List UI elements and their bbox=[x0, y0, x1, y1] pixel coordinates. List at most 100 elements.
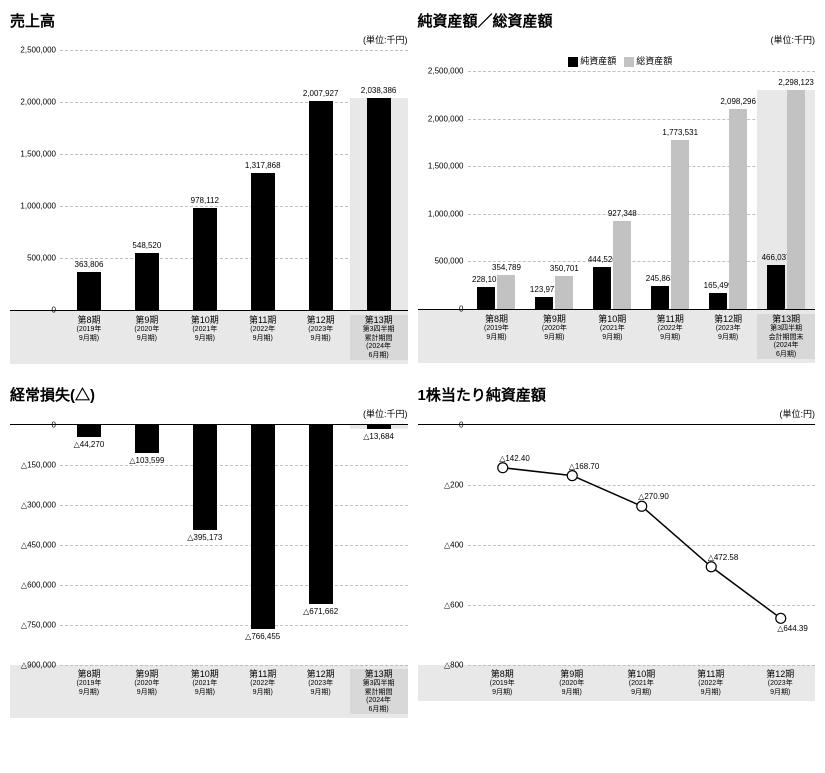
bar: △395,173 bbox=[193, 425, 217, 530]
ytick: △750,000 bbox=[8, 620, 56, 629]
ytick: 0 bbox=[8, 306, 56, 315]
chart-loss: 0△150,000△300,000△450,000△600,000△750,00… bbox=[10, 424, 408, 665]
xaxis-slot: 第9期(2020年9月期) bbox=[118, 669, 176, 714]
ytick: 1,000,000 bbox=[416, 209, 464, 218]
bar-value-label: 978,112 bbox=[191, 196, 219, 205]
xaxis-slot: 第8期(2019年9月期) bbox=[60, 315, 118, 360]
bar-value-label: △671,662 bbox=[303, 607, 338, 616]
unit-sales: (単位:千円) bbox=[10, 33, 408, 46]
line-marker bbox=[706, 562, 716, 572]
xaxis-slot: 第9期(2020年9月期) bbox=[537, 669, 607, 697]
ytick: 0 bbox=[416, 305, 464, 314]
xaxis-slot: 第11期(2022年9月期) bbox=[234, 669, 292, 714]
line-marker bbox=[567, 471, 577, 481]
unit-loss: (単位:千円) bbox=[10, 407, 408, 420]
ytick: 0 bbox=[416, 420, 464, 429]
xaxis-pershare: 第8期(2019年9月期)第9期(2020年9月期)第10期(2021年9月期)… bbox=[418, 665, 816, 701]
ytick: 2,500,000 bbox=[416, 67, 464, 76]
xaxis-slot: 第8期(2019年9月期) bbox=[60, 669, 118, 714]
ytick: △450,000 bbox=[8, 540, 56, 549]
bar-slot: △13,684 bbox=[350, 425, 408, 429]
xaxis-sales: 第8期(2019年9月期)第9期(2020年9月期)第10期(2021年9月期)… bbox=[10, 311, 408, 364]
ytick: 1,500,000 bbox=[8, 150, 56, 159]
bar-slot: △671,662 bbox=[292, 425, 350, 604]
bar-slot: △103,599 bbox=[118, 425, 176, 453]
line-marker bbox=[775, 613, 785, 623]
bar-value-label: 350,701 bbox=[550, 264, 579, 273]
bar: △13,684 bbox=[367, 425, 391, 429]
bar-slot: 2,007,927 bbox=[292, 101, 350, 310]
bar-net-assets: 466,037 bbox=[767, 265, 785, 309]
xaxis-loss: 第8期(2019年9月期)第9期(2020年9月期)第10期(2021年9月期)… bbox=[10, 665, 408, 718]
xaxis-slot: 第13期第3四半期累計期間(2024年6月期) bbox=[350, 669, 408, 714]
bar: 363,806 bbox=[77, 272, 101, 310]
bar-slot: 978,112 bbox=[176, 208, 234, 310]
ytick: 1,000,000 bbox=[8, 202, 56, 211]
title-assets: 純資産額／総資産額 bbox=[418, 10, 816, 31]
bar-net-assets: 228,102 bbox=[477, 287, 495, 309]
bar-slot: 2,038,386 bbox=[350, 98, 408, 310]
xaxis-slot: 第12期(2023年9月期) bbox=[699, 314, 757, 359]
bar-slot: 1,317,868 bbox=[234, 173, 292, 310]
bar-slot: 165,4992,098,296 bbox=[699, 109, 757, 309]
bar-value-label: △395,173 bbox=[187, 533, 222, 542]
point-value-label: △168.70 bbox=[569, 462, 600, 471]
point-value-label: △142.40 bbox=[499, 454, 530, 463]
xaxis-slot: 第10期(2021年9月期) bbox=[607, 669, 677, 697]
panel-sales: 売上高 (単位:千円) 0500,0001,000,0001,500,0002,… bbox=[10, 10, 408, 364]
xaxis-slot: 第11期(2022年9月期) bbox=[234, 315, 292, 360]
bar-slot: 245,8631,773,531 bbox=[641, 140, 699, 309]
xaxis-slot: 第9期(2020年9月期) bbox=[525, 314, 583, 359]
bar-value-label: △13,684 bbox=[363, 432, 394, 441]
title-loss: 経常損失(△) bbox=[10, 384, 408, 405]
bar-slot: 466,0372,298,123 bbox=[757, 90, 815, 309]
bar-slot: △766,455 bbox=[234, 425, 292, 629]
ytick: 0 bbox=[8, 420, 56, 429]
chart-sales: 0500,0001,000,0001,500,0002,000,0002,500… bbox=[10, 50, 408, 311]
bar-slot: 444,526927,348 bbox=[583, 221, 641, 309]
bar: 548,520 bbox=[135, 253, 159, 310]
bar: 2,038,386 bbox=[367, 98, 391, 310]
panel-loss: 経常損失(△) (単位:千円) 0 △150,000 △300,000 △450,00… bbox=[10, 384, 408, 718]
bar-value-label: △44,270 bbox=[74, 440, 105, 449]
bar-net-assets: 245,863 bbox=[651, 286, 669, 309]
xaxis-slot: 第13期第3四半期会計期間末(2024年6月期) bbox=[757, 314, 815, 359]
xaxis-slot: 第10期(2021年9月期) bbox=[176, 315, 234, 360]
bar-total-assets: 2,098,296 bbox=[729, 109, 747, 309]
bar: 978,112 bbox=[193, 208, 217, 310]
bar-value-label: 1,317,868 bbox=[245, 161, 281, 170]
bar: △103,599 bbox=[135, 425, 159, 453]
xaxis-slot: 第11期(2022年9月期) bbox=[641, 314, 699, 359]
bar-value-label: 2,038,386 bbox=[361, 86, 397, 95]
unit-assets: (単位:千円) bbox=[418, 33, 816, 46]
chart-assets: 0500,0001,000,0001,500,0002,000,0002,500… bbox=[418, 71, 816, 310]
bar-value-label: △103,599 bbox=[129, 456, 164, 465]
bar-value-label: 548,520 bbox=[132, 241, 161, 250]
xaxis-slot: 第10期(2021年9月期) bbox=[176, 669, 234, 714]
bar-slot: 548,520 bbox=[118, 253, 176, 310]
ytick: △800 bbox=[416, 660, 464, 669]
ytick: 1,500,000 bbox=[416, 162, 464, 171]
ytick: 2,000,000 bbox=[8, 98, 56, 107]
ytick: △150,000 bbox=[8, 460, 56, 469]
xaxis-slot: 第12期(2023年9月期) bbox=[292, 315, 350, 360]
bar-net-assets: 165,499 bbox=[709, 293, 727, 309]
xaxis-assets: 第8期(2019年9月期)第9期(2020年9月期)第10期(2021年9月期)… bbox=[418, 310, 816, 363]
bar-total-assets: 354,789 bbox=[497, 275, 515, 309]
unit-pershare: (単位:円) bbox=[418, 407, 816, 420]
bar-value-label: 2,007,927 bbox=[303, 89, 339, 98]
ytick: △300,000 bbox=[8, 500, 56, 509]
bar-value-label: 363,806 bbox=[74, 260, 103, 269]
xaxis-slot: 第12期(2023年9月期) bbox=[292, 669, 350, 714]
bar: △44,270 bbox=[77, 425, 101, 437]
bar-slot: △44,270 bbox=[60, 425, 118, 437]
bar-total-assets: 350,701 bbox=[555, 276, 573, 309]
bar-value-label: △766,455 bbox=[245, 632, 280, 641]
bar-slot: 363,806 bbox=[60, 272, 118, 310]
xaxis-slot: 第10期(2021年9月期) bbox=[583, 314, 641, 359]
bar: △766,455 bbox=[251, 425, 275, 629]
ytick: 2,500,000 bbox=[8, 46, 56, 55]
xaxis-slot: 第11期(2022年9月期) bbox=[676, 669, 746, 697]
ytick: 500,000 bbox=[8, 254, 56, 263]
bar-net-assets: 123,972 bbox=[535, 297, 553, 309]
